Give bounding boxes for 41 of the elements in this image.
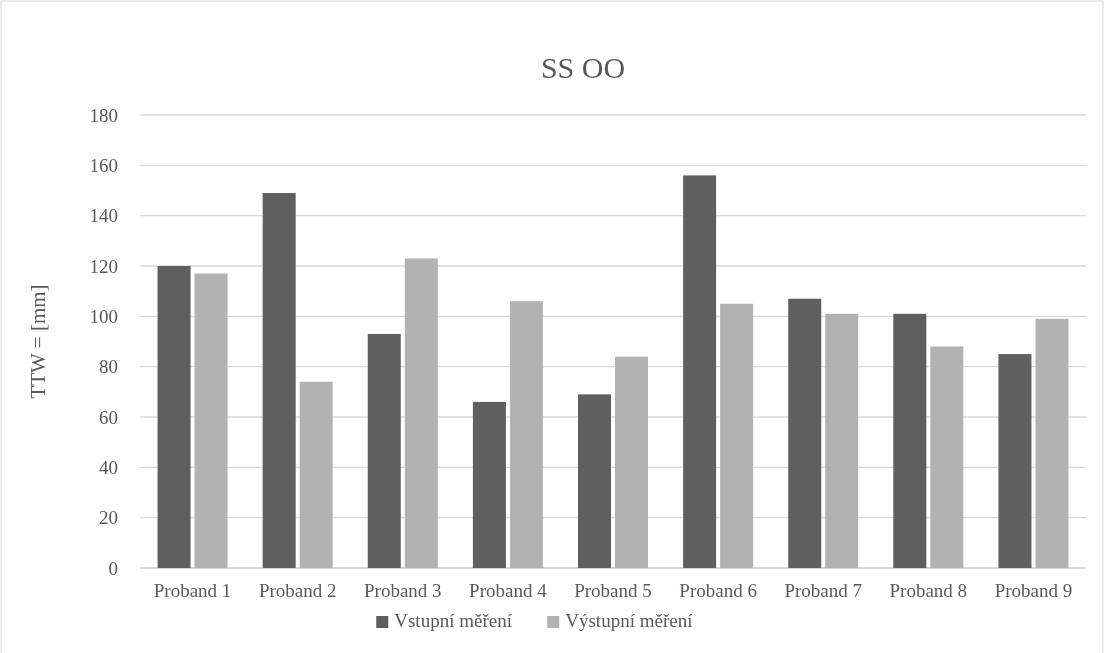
bar [404, 258, 438, 568]
y-tick-label: 160 [89, 154, 118, 176]
y-tick-label: 140 [89, 205, 118, 227]
x-tick-label: Proband 9 [994, 580, 1073, 601]
y-axis-title: TTW = [mm] [26, 284, 50, 399]
x-tick-label: Proband 3 [363, 580, 442, 601]
y-tick-label: 60 [99, 406, 118, 428]
chart-title: SS OO [540, 51, 626, 84]
y-tick-label: 180 [89, 104, 118, 126]
bar [194, 273, 228, 568]
x-tick-label: Proband 7 [784, 580, 863, 601]
bar [1035, 318, 1069, 568]
bar [788, 298, 822, 568]
bar [262, 193, 296, 568]
x-tick-label: Proband 4 [469, 580, 548, 601]
bar [472, 401, 506, 568]
bar [367, 333, 401, 568]
y-tick-label: 0 [108, 557, 118, 579]
bar [893, 313, 927, 568]
legend-label: Výstupní měření [565, 610, 694, 631]
bar [683, 175, 717, 568]
y-tick-label: 120 [89, 255, 118, 277]
y-tick-label: 100 [89, 305, 118, 327]
bar [509, 301, 543, 568]
legend-label: Vstupní měření [394, 610, 513, 631]
bar [157, 266, 191, 568]
bar [825, 313, 859, 568]
x-tick-label: Proband 5 [574, 580, 652, 601]
bar [615, 356, 648, 568]
bar [578, 394, 611, 568]
bar [930, 346, 964, 568]
x-tick-label: Proband 6 [679, 580, 757, 601]
bar [299, 381, 333, 568]
y-tick-label: 20 [99, 507, 118, 529]
x-tick-label: Proband 2 [258, 580, 337, 601]
y-tick-label: 40 [99, 456, 118, 478]
bar [720, 303, 754, 568]
x-tick-label: Proband 1 [153, 580, 232, 601]
y-tick-label: 80 [99, 356, 118, 378]
x-tick-label: Proband 8 [889, 580, 968, 601]
bar [998, 354, 1032, 568]
